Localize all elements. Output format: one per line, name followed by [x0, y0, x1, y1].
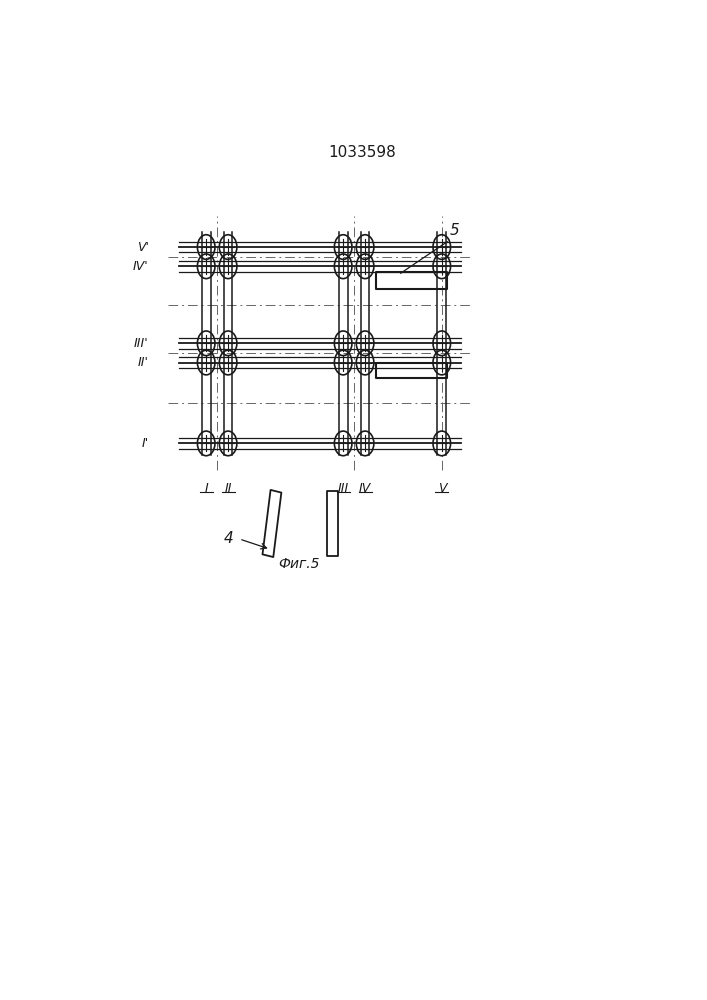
Text: II: II: [224, 482, 232, 495]
Text: IV': IV': [133, 260, 148, 273]
Text: III: III: [337, 482, 349, 495]
Text: V': V': [136, 241, 148, 254]
Text: I': I': [141, 437, 148, 450]
Text: 1033598: 1033598: [329, 145, 396, 160]
Text: V: V: [438, 482, 446, 495]
Text: I: I: [204, 482, 208, 495]
Text: III': III': [134, 337, 148, 350]
Text: Фиг.5: Фиг.5: [279, 557, 320, 571]
Text: 5: 5: [450, 223, 460, 238]
Text: 4: 4: [224, 531, 233, 546]
Text: II': II': [138, 356, 148, 369]
Text: IV: IV: [359, 482, 371, 495]
